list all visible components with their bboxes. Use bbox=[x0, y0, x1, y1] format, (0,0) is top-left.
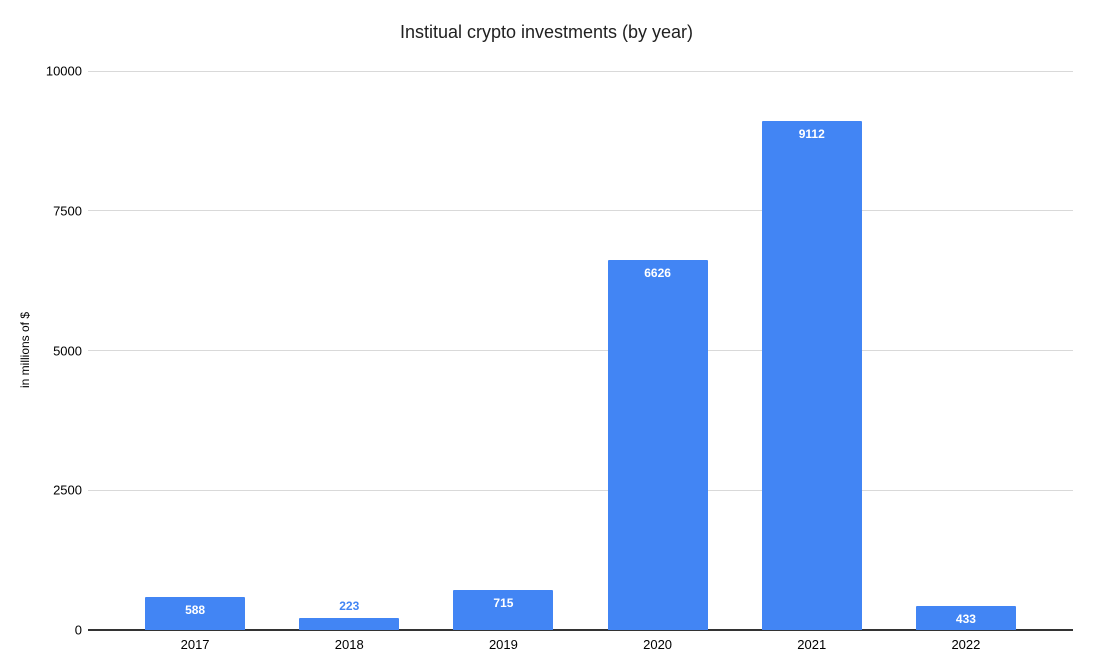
bar-value-label-2021: 9112 bbox=[798, 126, 825, 141]
bar-band-2021: 9112 bbox=[735, 71, 889, 630]
plot-area: 588 223 715 6626 9112 433 bbox=[88, 70, 1073, 631]
chart-title: Institual crypto investments (by year) bbox=[399, 22, 694, 42]
bar-value-label-2019: 715 bbox=[493, 596, 514, 611]
y-axis-tick-10000: 10000 bbox=[45, 63, 82, 79]
bar-2019: 715 bbox=[453, 590, 554, 630]
y-axis-title: in millions of $ bbox=[18, 311, 32, 389]
bar-value-label-2017: 588 bbox=[185, 603, 206, 618]
bar-2017: 588 bbox=[145, 597, 246, 630]
x-axis-tick-2019: 2019 bbox=[488, 637, 518, 652]
y-axis-tick-0: 0 bbox=[74, 622, 82, 638]
bar-value-label-2018: 223 bbox=[339, 598, 360, 613]
y-axis-tick-2500: 2500 bbox=[53, 482, 82, 498]
bar-value-label-2020: 6626 bbox=[644, 265, 671, 280]
bar-value-label-2022: 433 bbox=[955, 611, 976, 626]
bar-band-2018: 223 bbox=[272, 71, 426, 630]
bar-2022: 433 bbox=[915, 605, 1016, 630]
bar-band-2020: 6626 bbox=[581, 71, 735, 630]
bar-2020: 6626 bbox=[607, 259, 708, 630]
bar-band-2022: 433 bbox=[889, 71, 1043, 630]
bar-band-2017: 588 bbox=[118, 71, 272, 630]
gridline-2500 bbox=[88, 489, 1073, 491]
y-axis-tick-5000: 5000 bbox=[53, 343, 82, 358]
bar-2018: 223 bbox=[299, 599, 400, 630]
x-axis-tick-2018: 2018 bbox=[334, 637, 364, 652]
gridline-7500 bbox=[88, 210, 1073, 212]
x-axis-tick-2017: 2017 bbox=[180, 637, 210, 652]
bar-2021: 9112 bbox=[761, 120, 862, 630]
x-axis-tick-2021: 2021 bbox=[797, 637, 827, 652]
gridline-5000 bbox=[88, 350, 1073, 351]
x-axis-tick-2020: 2020 bbox=[643, 637, 673, 652]
x-axis-tick-2022: 2022 bbox=[951, 637, 981, 652]
gridline-10000 bbox=[88, 70, 1073, 72]
y-axis-tick-7500: 7500 bbox=[53, 203, 82, 219]
bar-band-2019: 715 bbox=[426, 71, 580, 630]
x-axis-baseline bbox=[88, 629, 1073, 631]
